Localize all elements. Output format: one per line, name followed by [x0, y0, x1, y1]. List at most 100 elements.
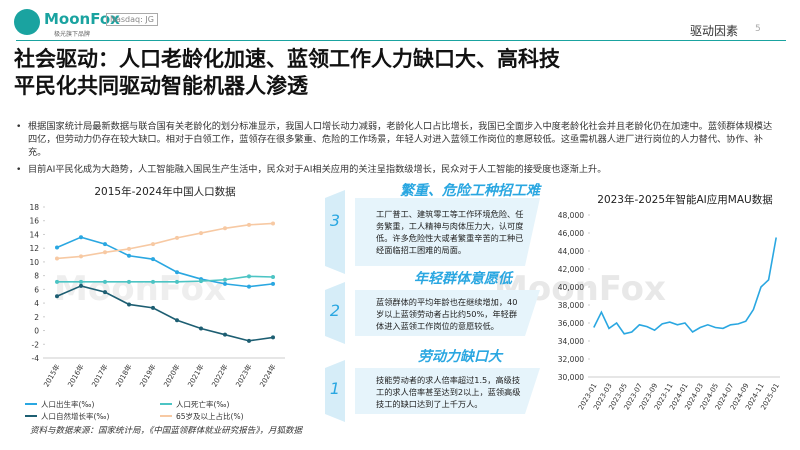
point	[151, 257, 155, 262]
point	[223, 332, 227, 337]
point	[151, 279, 155, 284]
factor-text: 工厂普工、建筑零工等工作环境危险、任务繁重，工人精神与肉体压力大，认可度低。许多…	[376, 209, 524, 255]
y-tick-label: 10	[29, 258, 39, 267]
bullet: 目前AI平民化成为大趋势，人工智能融入国民生产生活中，民众对于AI相关应用的关注…	[16, 163, 780, 176]
point	[79, 283, 83, 288]
y-tick-label: -2	[32, 340, 40, 349]
point	[127, 302, 131, 307]
badge: Nasdaq: JG	[106, 13, 158, 26]
line	[56, 285, 274, 342]
y-tick-label: 34,000	[558, 337, 584, 346]
y-tick-label: 46,000	[558, 229, 584, 238]
factor-heading: 繁重、危险工种招工难	[400, 183, 540, 199]
x-tick-label: 2017年	[90, 363, 110, 389]
y-tick-label: 8	[34, 272, 39, 281]
point	[103, 279, 107, 284]
logo-sub: 极光旗下品牌	[54, 31, 91, 38]
factor-heading: 劳动力缺口大	[418, 349, 502, 365]
point	[247, 338, 251, 343]
x-tick-label: 2024年	[258, 363, 278, 389]
logo-icon	[14, 9, 40, 35]
point	[247, 222, 251, 227]
section: 驱动因素	[690, 24, 739, 38]
y-tick-label: 12	[29, 244, 39, 253]
rule	[16, 40, 786, 41]
line	[593, 237, 777, 335]
point	[223, 281, 227, 286]
point	[103, 242, 107, 247]
line	[57, 275, 274, 283]
point	[271, 335, 275, 340]
title-line: 平民化共同驱动智能机器人渗透	[14, 74, 308, 98]
y-tick-label: 44,000	[558, 247, 584, 256]
number-shape	[325, 360, 345, 422]
y-tick-label: 36,000	[558, 319, 584, 328]
factor-box	[355, 290, 540, 336]
x-tick-label: 2020年	[162, 363, 182, 389]
point	[103, 290, 107, 295]
line	[56, 236, 274, 288]
legend-label: 人口自然增长率(‰)	[41, 411, 109, 421]
factor-number: 1	[330, 379, 340, 398]
y-tick-label: 38,000	[558, 301, 584, 310]
y-tick-label: 18	[29, 203, 39, 212]
point	[151, 242, 155, 247]
point	[55, 256, 59, 261]
line	[56, 222, 274, 260]
x-tick-label: 2022年	[210, 363, 230, 389]
x-tick-label: 2015年	[42, 363, 62, 389]
point	[79, 254, 83, 259]
y-tick-label: 4	[34, 299, 39, 308]
point	[127, 253, 131, 258]
factor-text: 蓝领群体的平均年龄也在继续增加，40岁以上蓝领劳动者占比约50%，年轻群体进入蓝…	[376, 297, 518, 331]
number-shape	[325, 190, 345, 274]
point	[271, 221, 275, 226]
point	[175, 279, 179, 284]
factor-box	[355, 198, 540, 266]
legend-label: 65岁及以上占比(%)	[176, 411, 244, 421]
point	[103, 250, 107, 255]
x-tick-label: 2016年	[66, 363, 86, 389]
y-tick-label: 2	[34, 313, 39, 322]
point	[175, 318, 179, 323]
point	[271, 275, 275, 280]
y-tick-label: 16	[29, 217, 39, 226]
point	[127, 246, 131, 251]
factor-heading: 年轻群体意愿低	[414, 271, 512, 287]
x-tick-label: 2018年	[114, 363, 134, 389]
source: 资料与数据来源：国家统计局，《中国蓝领群体就业研究报告》，月狐数据	[30, 426, 303, 436]
point	[127, 279, 131, 284]
factor-number: 3	[330, 211, 340, 230]
factor-box	[355, 368, 540, 414]
point	[175, 235, 179, 240]
watermark: MoonFox	[54, 269, 226, 309]
legend-label: 人口死亡率(‰)	[176, 399, 229, 409]
x-tick-label: 2019年	[138, 363, 158, 389]
y-tick-label: 14	[29, 230, 39, 239]
point	[79, 279, 83, 284]
point	[247, 274, 251, 279]
legend-label: 人口出生率(‰)	[41, 399, 94, 409]
point	[271, 281, 275, 286]
bullet: 根据国家统计局最新数据与联合国有关老龄化的划分标准显示，我国人口增长动力减弱，老…	[16, 120, 780, 159]
point	[55, 294, 59, 299]
number-shape	[325, 282, 345, 344]
page-number: 5	[755, 24, 761, 34]
x-tick-label: 2021年	[186, 363, 206, 389]
chart-title: 2015年-2024年中国人口数据	[94, 185, 236, 198]
point	[223, 226, 227, 231]
x-tick-label: 2023年	[234, 363, 254, 389]
y-tick-label: 32,000	[558, 355, 584, 364]
point	[55, 279, 59, 284]
y-tick-label: -4	[32, 354, 40, 363]
title: 社会驱动：人口老龄化加速、蓝领工作人力缺口大、高科技 平民化共同驱动智能机器人渗…	[14, 46, 560, 100]
y-tick-label: 6	[34, 285, 39, 294]
factor-text: 技能劳动者的求人倍率超过1.5，高级技工的求人倍率甚至达到2以上，蓝领高级技工的…	[376, 375, 521, 409]
point	[199, 231, 203, 236]
y-tick-label: 30,000	[558, 373, 584, 382]
chart-title: 2023年-2025年智能AI应用MAU数据	[597, 193, 773, 206]
title-line: 社会驱动：人口老龄化加速、蓝领工作人力缺口大、高科技	[14, 47, 560, 71]
point	[199, 279, 203, 284]
